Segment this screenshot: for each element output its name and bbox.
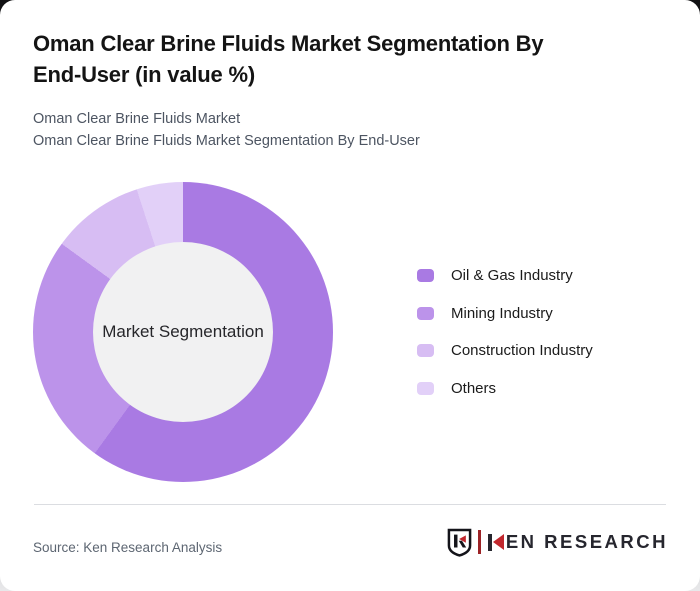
title-line-2: End-User (in value %)	[33, 62, 255, 87]
legend-swatch	[417, 306, 434, 320]
ken-research-logo: EN RESEARCH	[447, 528, 668, 557]
chart-legend: Oil & Gas Industry Mining Industry Const…	[417, 265, 593, 415]
logo-divider-bar	[477, 530, 481, 554]
legend-label: Others	[451, 379, 497, 397]
legend-item: Construction Industry	[417, 340, 593, 361]
legend-item: Oil & Gas Industry	[417, 265, 593, 286]
shield-k-icon	[447, 528, 472, 557]
legend-label: Construction Industry	[451, 342, 593, 359]
title-line-1: Oman Clear Brine Fluids Market Segmentat…	[33, 31, 544, 56]
page-title: Oman Clear Brine Fluids Market Segmentat…	[33, 28, 653, 90]
logo-k-stem	[487, 533, 492, 551]
legend-swatch	[417, 344, 434, 357]
donut-center-label: Market Segmentation	[102, 322, 264, 341]
footer-divider	[34, 504, 666, 505]
legend-item: Mining Industry	[417, 303, 593, 324]
subtitle-block: Oman Clear Brine Fluids Market Oman Clea…	[33, 108, 653, 152]
source-note: Source: Ken Research Analysis	[33, 540, 223, 555]
legend-label: Mining Industry	[451, 304, 553, 322]
donut-chart: Market Segmentation	[33, 182, 333, 482]
legend-swatch	[417, 381, 434, 395]
legend-swatch	[417, 269, 434, 282]
logo-k-red-triangle-icon	[492, 534, 504, 550]
donut-hole: Market Segmentation	[93, 242, 273, 422]
subtitle-line-2: Oman Clear Brine Fluids Market Segmentat…	[33, 133, 420, 149]
subtitle-line-1: Oman Clear Brine Fluids Market	[33, 111, 241, 127]
logo-k-glyph	[487, 533, 504, 551]
logo-wordmark: EN RESEARCH	[487, 531, 668, 553]
legend-label: Oil & Gas Industry	[451, 267, 573, 284]
logo-text: EN RESEARCH	[505, 531, 668, 552]
legend-item: Others	[417, 378, 593, 399]
